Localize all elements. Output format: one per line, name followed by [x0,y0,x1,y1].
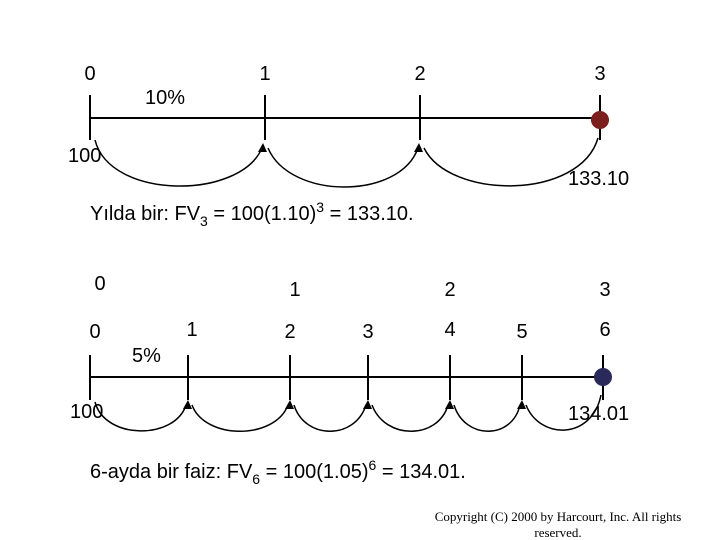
period-label: 3 [594,63,605,85]
period-label: 2 [284,321,295,343]
formula-part: = 134.01. [376,461,466,483]
copyright: Copyright (C) 2000 by Harcourt, Inc. All… [435,509,682,524]
period-label: 0 [89,321,100,343]
subscript: 3 [200,213,208,229]
compound-arc [293,404,367,432]
formula-part: 6-ayda bir faiz: FV [90,461,253,483]
end-dot [591,111,609,129]
present-value: 100 [70,401,103,423]
present-value: 100 [68,145,101,167]
arrowheads [258,143,423,152]
formula: Yılda bir: FV3 = 100(1.10)3 = 133.10. [90,199,414,229]
period-label: 5 [516,321,527,343]
year-label: 3 [599,279,610,301]
subscript: 6 [252,471,260,487]
formula: 6-ayda bir faiz: FV6 = 100(1.05)6 = 134.… [90,457,466,487]
compound-arc [453,404,521,432]
year-label: 2 [444,279,455,301]
compound-arc [94,139,263,187]
compound-arc [267,147,419,188]
copyright: reserved. [534,525,581,540]
period-label: 1 [259,63,270,85]
superscript: 3 [316,199,324,215]
rate: 5% [132,345,161,367]
period-label: 2 [414,63,425,85]
end-dot [594,368,612,386]
year-label: 1 [289,279,300,301]
period-label: 0 [84,63,95,85]
semiannual-timeline: 0 1 2 3 0 1 2 3 4 5 6 5% 100 134.01 6-ay… [70,273,629,487]
superscript: 6 [369,457,377,473]
future-value: 133.10 [568,168,629,190]
formula-part: = 100(1.10) [208,203,316,225]
future-value: 134.01 [568,403,629,425]
compound-arc [94,401,187,432]
formula-part: = 133.10. [324,203,414,225]
formula-part: = 100(1.05) [260,461,368,483]
compound-arc [423,137,599,187]
period-label: 3 [362,321,373,343]
compound-arc [371,404,449,432]
compound-arc [525,394,602,431]
period-label: 6 [599,319,610,341]
compound-arc [191,404,289,432]
arrowheads [183,400,526,409]
period-label: 1 [186,319,197,341]
rate: 10% [145,87,185,109]
period-label: 4 [444,319,455,341]
year-label: 0 [94,273,105,295]
formula-part: Yılda bir: FV [90,203,201,225]
annual-timeline: 0 1 2 3 10% 100 133.10 Yılda bir: FV3 = … [68,63,629,229]
